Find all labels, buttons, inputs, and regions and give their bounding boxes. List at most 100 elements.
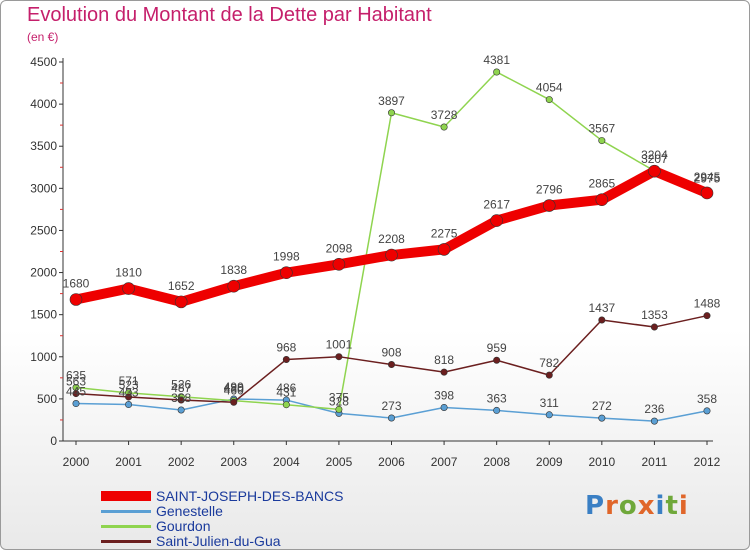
data-label: 1680 xyxy=(63,277,90,291)
data-label: 968 xyxy=(276,340,296,354)
data-point xyxy=(440,368,448,376)
data-point xyxy=(177,396,185,404)
data-point xyxy=(122,282,135,295)
x-tick-label: 2006 xyxy=(378,455,405,469)
x-tick-label: 2005 xyxy=(326,455,353,469)
data-point xyxy=(542,199,556,212)
data-point xyxy=(437,243,451,256)
data-label: 499 xyxy=(224,380,244,394)
data-label: 571 xyxy=(119,374,139,388)
data-point xyxy=(332,258,346,271)
data-label: 782 xyxy=(539,356,559,370)
legend-label: Gourdon xyxy=(156,518,211,534)
data-label: 460 xyxy=(224,383,244,397)
legend-swatch xyxy=(101,539,151,543)
data-point xyxy=(440,403,448,411)
data-point xyxy=(598,414,606,422)
data-label: 908 xyxy=(381,346,401,360)
logo-letter: i xyxy=(678,491,689,521)
data-label: 328 xyxy=(329,394,349,408)
data-label: 3897 xyxy=(378,94,405,108)
chart-title: Evolution du Montant de la Dette par Hab… xyxy=(27,4,432,26)
legend-swatch xyxy=(101,491,151,501)
data-label: 398 xyxy=(434,388,454,402)
data-label: 375 xyxy=(329,390,349,404)
data-point xyxy=(545,371,553,379)
y-tick-label: 4500 xyxy=(30,55,57,69)
data-point xyxy=(595,193,609,207)
data-label: 311 xyxy=(540,396,559,410)
data-point xyxy=(598,137,606,145)
data-label: 526 xyxy=(171,378,191,392)
data-label: 4054 xyxy=(536,81,563,95)
data-label: 2865 xyxy=(588,177,615,191)
data-point xyxy=(440,123,448,131)
data-point xyxy=(545,96,553,104)
data-label: 563 xyxy=(66,375,86,389)
data-label: 2975 xyxy=(694,171,721,185)
x-tick-label: 2003 xyxy=(220,455,247,469)
data-label: 959 xyxy=(487,341,507,355)
x-tick-label: 2001 xyxy=(115,455,142,469)
data-label: 480 xyxy=(224,382,244,396)
data-label: 486 xyxy=(276,381,296,395)
x-tick-label: 2009 xyxy=(536,455,563,469)
data-label: 2275 xyxy=(431,226,458,240)
y-tick-label: 2000 xyxy=(30,266,57,280)
series-saint-julien-du-gua xyxy=(72,312,711,406)
x-tick-label: 2011 xyxy=(642,455,668,469)
data-point xyxy=(700,186,714,200)
legend-item: Saint-Julien-du-Gua xyxy=(101,533,281,549)
data-label: 1437 xyxy=(588,301,615,315)
legend-swatch xyxy=(101,524,151,528)
data-point xyxy=(650,323,658,331)
data-point xyxy=(69,293,83,306)
data-label: 4381 xyxy=(483,53,510,67)
data-label: 433 xyxy=(119,386,139,400)
data-label: 2796 xyxy=(536,183,563,197)
data-point xyxy=(230,398,238,406)
data-point xyxy=(385,248,398,262)
data-label: 368 xyxy=(171,391,191,405)
logo-letter: i xyxy=(655,491,666,521)
logo-letter: P xyxy=(585,491,606,521)
chart-subtitle: (en €) xyxy=(27,30,59,44)
data-label: 363 xyxy=(487,391,507,405)
data-point xyxy=(280,266,293,280)
x-tick-label: 2002 xyxy=(168,455,195,469)
y-tick-label: 4000 xyxy=(30,97,57,111)
data-point xyxy=(282,355,290,363)
y-tick-label: 2500 xyxy=(30,223,57,237)
logo-letter: o xyxy=(618,491,638,521)
y-tick-label: 0 xyxy=(50,434,57,448)
data-label: 635 xyxy=(66,369,86,383)
data-label: 236 xyxy=(644,402,664,416)
data-point xyxy=(490,214,503,227)
data-label: 2208 xyxy=(378,232,405,246)
data-point xyxy=(125,401,133,409)
data-label: 1488 xyxy=(694,297,721,311)
data-point xyxy=(227,279,241,293)
series-saint-joseph-des-bancs xyxy=(69,164,714,309)
data-point xyxy=(598,316,606,324)
data-label: 431 xyxy=(276,386,296,400)
data-label: 818 xyxy=(434,353,454,367)
data-point xyxy=(493,356,501,364)
proxiti-logo: Proxiti xyxy=(585,491,689,521)
logo-letter: r xyxy=(605,491,619,521)
x-tick-label: 2007 xyxy=(431,455,458,469)
data-label: 523 xyxy=(119,378,139,392)
x-tick-label: 2012 xyxy=(694,455,721,469)
series-genestelle xyxy=(72,395,711,425)
data-point xyxy=(387,109,395,117)
data-point xyxy=(387,414,395,422)
logo-letter: t xyxy=(665,491,679,521)
data-label: 3207 xyxy=(641,152,668,166)
legend-label: Saint-Julien-du-Gua xyxy=(156,533,281,549)
y-tick-label: 500 xyxy=(37,392,57,406)
data-label: 1838 xyxy=(220,263,247,277)
data-point xyxy=(72,390,80,398)
data-label: 1810 xyxy=(115,266,142,280)
legend-item: SAINT-JOSEPH-DES-BANCS xyxy=(101,488,343,504)
